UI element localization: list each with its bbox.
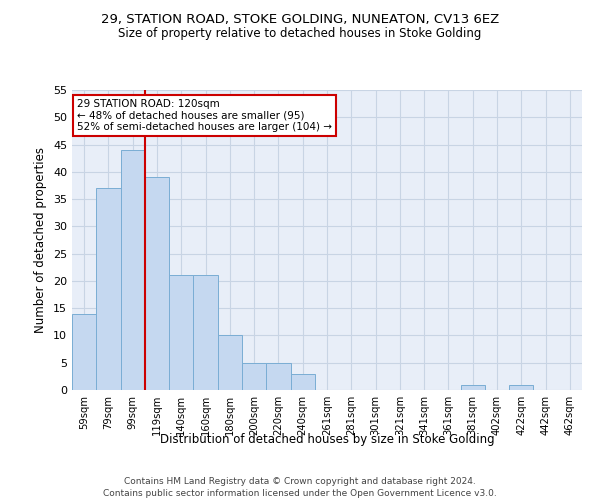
Text: Contains public sector information licensed under the Open Government Licence v3: Contains public sector information licen… — [103, 489, 497, 498]
Bar — [145, 178, 169, 390]
Bar — [169, 276, 193, 390]
Y-axis label: Number of detached properties: Number of detached properties — [34, 147, 47, 333]
Bar — [72, 314, 96, 390]
Bar — [218, 336, 242, 390]
Bar — [242, 362, 266, 390]
Bar — [96, 188, 121, 390]
Bar — [461, 384, 485, 390]
Text: 29 STATION ROAD: 120sqm
← 48% of detached houses are smaller (95)
52% of semi-de: 29 STATION ROAD: 120sqm ← 48% of detache… — [77, 99, 332, 132]
Bar — [509, 384, 533, 390]
Text: 29, STATION ROAD, STOKE GOLDING, NUNEATON, CV13 6EZ: 29, STATION ROAD, STOKE GOLDING, NUNEATO… — [101, 12, 499, 26]
Bar — [121, 150, 145, 390]
Bar — [290, 374, 315, 390]
Text: Size of property relative to detached houses in Stoke Golding: Size of property relative to detached ho… — [118, 28, 482, 40]
Text: Distribution of detached houses by size in Stoke Golding: Distribution of detached houses by size … — [160, 432, 494, 446]
Bar — [193, 276, 218, 390]
Text: Contains HM Land Registry data © Crown copyright and database right 2024.: Contains HM Land Registry data © Crown c… — [124, 478, 476, 486]
Bar — [266, 362, 290, 390]
